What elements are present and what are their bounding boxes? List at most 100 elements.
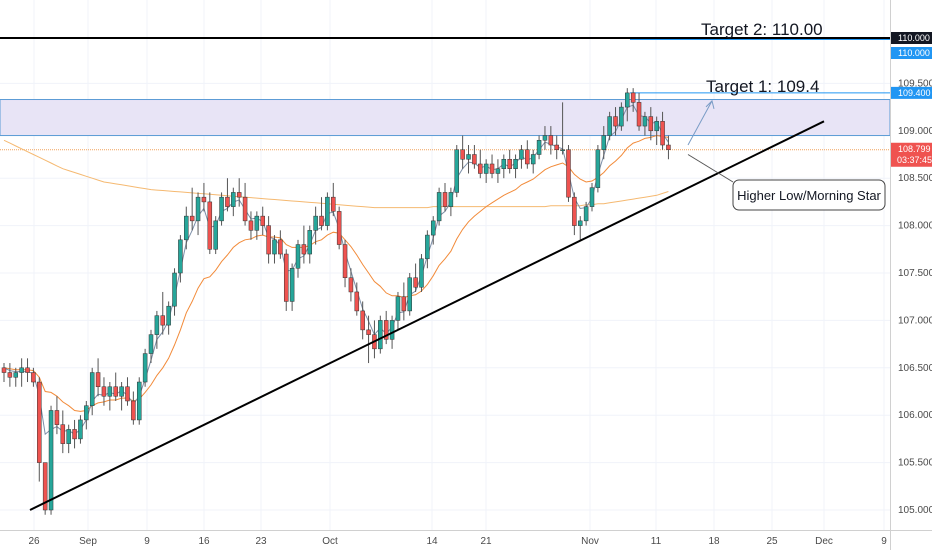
candle-body xyxy=(19,367,24,373)
target1-price-badge-text: 109.400 xyxy=(898,88,931,98)
candle-body xyxy=(666,144,671,151)
candle-body xyxy=(213,220,218,250)
candle-body xyxy=(25,367,30,373)
candle-body xyxy=(595,149,601,188)
target1-price-badge xyxy=(891,86,932,99)
candle-body xyxy=(536,140,542,155)
candle-body xyxy=(242,196,248,222)
candle-body xyxy=(260,215,265,226)
candle-body xyxy=(142,353,148,383)
candle-body xyxy=(530,154,536,165)
candle-body xyxy=(554,144,559,151)
candle-body xyxy=(354,291,360,312)
candle-body xyxy=(178,239,183,274)
candle-body xyxy=(401,296,407,312)
target2-label: Target 2: 110.00 xyxy=(701,20,823,39)
candle-body xyxy=(189,215,195,222)
callout-box[interactable] xyxy=(732,179,886,211)
candle-body xyxy=(419,258,424,288)
time-tick-label: 23 xyxy=(255,536,267,547)
candle-body xyxy=(389,320,395,340)
candle-body xyxy=(336,211,342,245)
time-tick-label: 26 xyxy=(28,536,40,547)
candle-body xyxy=(1,367,7,373)
candle-body xyxy=(278,239,283,255)
candle-body xyxy=(583,206,589,222)
candle-body xyxy=(283,253,289,302)
candle-body xyxy=(66,429,71,444)
candle-body xyxy=(519,149,524,160)
target-arrow[interactable] xyxy=(687,99,715,146)
trendline[interactable] xyxy=(29,120,825,511)
candle-body xyxy=(295,244,301,269)
target2-secondary-badge xyxy=(891,47,932,59)
candle-body xyxy=(60,424,66,444)
callout-pointer xyxy=(687,154,734,183)
candle-body xyxy=(413,277,418,288)
candle-body xyxy=(566,149,571,198)
candle-body xyxy=(436,192,442,222)
price-tick-label: 107.500 xyxy=(898,268,932,279)
candle-body xyxy=(495,168,501,174)
candle-body xyxy=(589,187,595,207)
candle-body xyxy=(625,92,630,108)
candle-body xyxy=(513,158,518,169)
ma-long-line xyxy=(3,139,669,209)
price-badges: 110.000 110.000 109.400 108.799 03:37:45 xyxy=(891,32,932,167)
candle-body xyxy=(13,372,19,378)
candle-body xyxy=(31,372,36,383)
price-tick-label: 106.000 xyxy=(898,410,932,421)
candle-body xyxy=(37,381,42,463)
candle-body xyxy=(619,106,624,127)
candle-body xyxy=(601,135,607,151)
candle-body xyxy=(466,154,471,160)
candle-body xyxy=(378,320,383,350)
candle-body xyxy=(472,154,477,165)
last-price-badge xyxy=(891,142,932,167)
candle-body xyxy=(654,121,659,132)
candle-body xyxy=(101,386,107,397)
candle-body xyxy=(154,315,160,335)
time-tick-label: 11 xyxy=(651,536,662,547)
candle-body xyxy=(254,215,260,231)
price-tick-label: 105.000 xyxy=(898,505,932,516)
candle-body xyxy=(54,410,60,425)
candle-body xyxy=(42,462,48,511)
candle-body xyxy=(236,192,242,198)
time-tick-label: 16 xyxy=(198,536,210,547)
price-tick-label: 108.000 xyxy=(898,221,932,232)
candle-body xyxy=(84,405,89,421)
candle-body xyxy=(478,163,483,174)
candle-body xyxy=(454,149,460,193)
candle-body xyxy=(360,310,365,331)
time-axis[interactable]: 26 Sep 9 16 23 Oct 14 21 Nov 11 18 25 Dec 9 xyxy=(28,536,887,547)
countdown-badge-text: 03:37:45 xyxy=(897,155,932,165)
candle-body xyxy=(630,92,636,103)
candle-body xyxy=(48,410,54,511)
candle-body xyxy=(577,220,583,226)
candle-body xyxy=(248,220,254,231)
candle-body xyxy=(331,196,336,212)
candle-body xyxy=(131,400,136,421)
candle-body xyxy=(501,158,507,169)
price-tick-label: 109.500 xyxy=(898,78,932,89)
time-tick-label: Oct xyxy=(322,536,338,547)
price-tick-label: 105.500 xyxy=(898,458,932,469)
target2-price-badge xyxy=(891,32,932,44)
candle-body xyxy=(613,116,618,127)
candle-body xyxy=(460,149,465,160)
candle-body xyxy=(572,196,577,226)
candle-body xyxy=(319,215,324,226)
candle-body xyxy=(507,158,512,169)
time-tick-label: Dec xyxy=(815,536,833,547)
candle-body xyxy=(636,102,642,127)
candle-body xyxy=(442,192,448,207)
candle-body xyxy=(166,305,171,326)
price-axis[interactable]: 105.000 105.500 106.000 106.500 107.000 107.5… xyxy=(898,78,932,516)
last-price-badge-text: 108.799 xyxy=(898,144,931,154)
candle-body xyxy=(89,372,95,406)
candle-body xyxy=(660,121,665,146)
candle-body xyxy=(78,419,83,440)
candle-body xyxy=(325,196,330,226)
